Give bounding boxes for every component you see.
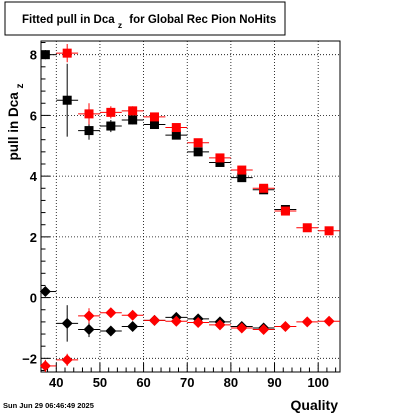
chart-title-subscript: z (118, 20, 122, 30)
x-tick-label: 70 (180, 375, 194, 390)
data-point (127, 320, 139, 332)
data-point (40, 50, 50, 60)
data-point (170, 315, 182, 327)
x-tick-label: 40 (49, 375, 63, 390)
data-point (301, 316, 313, 328)
y-axis-label-main: pull in Dca (6, 92, 21, 161)
data-point (193, 147, 203, 157)
data-point (171, 130, 181, 140)
y-tick-label: 4 (30, 169, 38, 184)
axes: 40 50 60 70 80 90 100 −2 0 2 4 6 8 (22, 40, 341, 390)
y-tick-label: 8 (30, 48, 37, 63)
y-tick-label: 2 (30, 230, 37, 245)
data-point (279, 320, 291, 332)
data-point (128, 115, 138, 125)
data-point (62, 95, 72, 105)
grid (41, 41, 340, 372)
data-point (148, 314, 160, 326)
title-frame (4, 1, 286, 36)
plot-frame (40, 40, 341, 373)
x-tick-label: 50 (93, 375, 107, 390)
x-tick-label: 80 (224, 375, 238, 390)
data-point (62, 48, 72, 58)
data-point (105, 307, 117, 319)
data-point (280, 206, 290, 216)
x-axis-label: Quality (291, 397, 339, 413)
data-point (149, 112, 159, 122)
data-point (214, 319, 226, 331)
x-tick-label: 90 (267, 375, 281, 390)
data-point (106, 121, 116, 131)
x-tick-label: 60 (136, 375, 150, 390)
data-point (39, 286, 51, 298)
data-point (192, 317, 204, 329)
data-point (259, 183, 269, 193)
chart-title-main: Fitted pull in Dca (22, 14, 115, 26)
data-point (215, 157, 225, 167)
data-point (237, 173, 247, 183)
data-point (83, 323, 95, 335)
series-4 (39, 307, 340, 372)
y-tick-label: 0 (30, 291, 37, 306)
data-point (105, 325, 117, 337)
timestamp: Sun Jun 29 06:46:49 2025 (3, 401, 94, 410)
data-point (215, 153, 225, 163)
data-point (258, 323, 270, 335)
data-point (61, 317, 73, 329)
y-tick-label: −2 (22, 351, 37, 366)
y-axis-label: pull in Dca z (6, 83, 26, 160)
data-point (83, 310, 95, 322)
data-point (84, 126, 94, 136)
data-point (323, 315, 335, 327)
data-point (128, 106, 138, 116)
data-point (324, 226, 334, 236)
data-point (39, 360, 51, 372)
data-marks (39, 44, 340, 372)
chart-title-suffix: for Global Rec Pion NoHits (129, 14, 276, 26)
data-point (193, 138, 203, 148)
title-box: Fitted pull in Dca z for Global Rec Pion… (4, 1, 286, 36)
series-2 (56, 44, 340, 236)
x-tick-label: 100 (307, 375, 329, 390)
series-3 (39, 286, 275, 342)
chart-title: Fitted pull in Dca z for Global Rec Pion… (22, 14, 276, 31)
data-point (171, 123, 181, 133)
data-point (106, 107, 116, 117)
data-point (84, 109, 94, 119)
data-point (237, 165, 247, 175)
data-point (127, 309, 139, 321)
data-point (61, 354, 73, 366)
data-point (302, 223, 312, 233)
data-point (149, 120, 159, 130)
y-axis-label-subscript: z (15, 83, 26, 88)
y-tick-label: 6 (30, 108, 37, 123)
series-1 (40, 50, 297, 215)
data-point (236, 322, 248, 334)
